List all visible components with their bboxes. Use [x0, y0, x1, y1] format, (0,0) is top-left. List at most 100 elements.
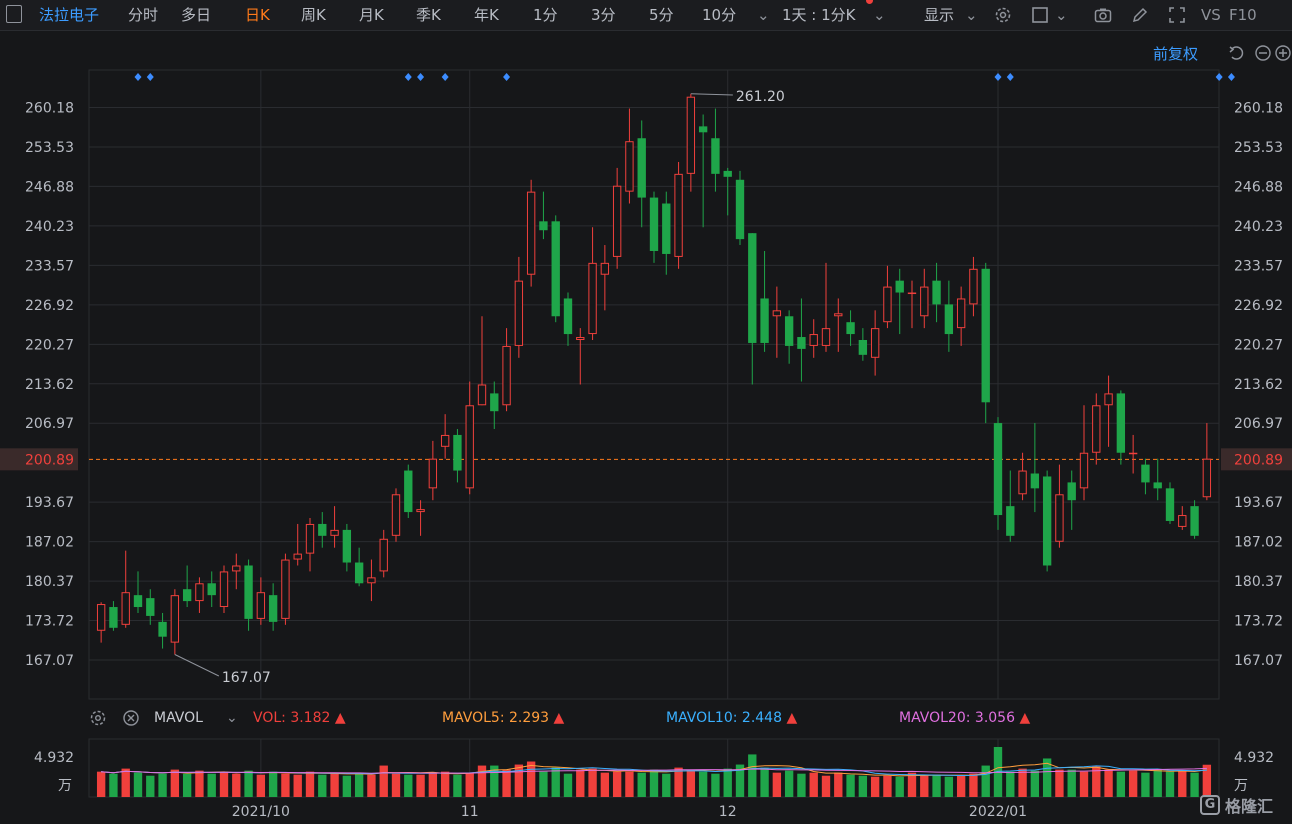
square-icon[interactable] [1031, 6, 1049, 24]
low-annotation-leader [174, 654, 220, 677]
fullscreen-icon[interactable] [1168, 6, 1186, 24]
period-tab-1min[interactable]: 1分 [533, 6, 558, 24]
volume-bar [944, 776, 954, 797]
more-periods-chevron-icon[interactable]: ⌄ [757, 6, 770, 24]
candle-body [686, 96, 696, 174]
candle [735, 170, 745, 246]
interval-chevron-icon[interactable]: ⌄ [873, 6, 886, 24]
candle-body [920, 286, 929, 317]
volume-bar [748, 754, 757, 797]
volume-bar [514, 764, 524, 797]
mavol20-line [101, 767, 1207, 774]
volume-bar [883, 775, 892, 797]
candle [821, 262, 831, 352]
candle [330, 506, 339, 548]
period-tab-jik[interactable]: 季K [416, 6, 441, 24]
indicator-chevron-icon[interactable]: ⌄ [226, 710, 238, 726]
indicator-settings-icon[interactable] [89, 709, 107, 727]
period-tab-rik[interactable]: 日K [245, 6, 270, 24]
candle-body [121, 592, 130, 625]
candle-body [735, 179, 745, 240]
candle [318, 512, 327, 548]
display-menu[interactable]: 显示 [924, 6, 955, 24]
period-tab-niank[interactable]: 年K [474, 6, 499, 24]
period-tab-duori[interactable]: 多日 [181, 6, 212, 24]
x-tick-label: 11 [461, 804, 479, 820]
period-tab-3min[interactable]: 3分 [591, 6, 616, 24]
indicator-close-icon[interactable] [122, 709, 140, 727]
volume-bar [858, 775, 868, 797]
zoom-out-icon[interactable] [1254, 44, 1272, 62]
candle [649, 191, 659, 263]
candle [1067, 470, 1076, 530]
notification-dot [866, 0, 873, 4]
candle [268, 583, 278, 631]
volume-bar [846, 774, 855, 797]
candle [96, 602, 106, 643]
candle-body [870, 328, 880, 358]
square-chevron-icon[interactable]: ⌄ [1055, 6, 1068, 24]
candle-body [146, 598, 155, 616]
candle [809, 319, 818, 358]
sidebar-toggle-icon[interactable] [6, 5, 22, 23]
volume-bar [391, 773, 401, 797]
period-tab-10min[interactable]: 10分 [702, 6, 737, 24]
candle [109, 601, 118, 631]
candle [453, 429, 462, 483]
candle [1116, 390, 1126, 465]
candle-body [625, 141, 634, 192]
y-tick-label-right: 226.92 [1234, 298, 1283, 314]
candle-body [723, 170, 732, 177]
period-tab-yuek[interactable]: 月K [359, 6, 384, 24]
volume-bar [956, 775, 966, 797]
candle [907, 280, 917, 329]
candle [760, 250, 769, 352]
period-tab-zhouk[interactable]: 周K [301, 6, 326, 24]
indicator-name[interactable]: MAVOL [154, 710, 203, 726]
adjust-mode-label[interactable]: 前复权 [1153, 45, 1199, 63]
candle-body [649, 197, 659, 251]
volume-bar [404, 774, 413, 797]
candle [207, 571, 216, 608]
volume-bar [502, 769, 511, 797]
candle [772, 286, 782, 358]
volume-bar [354, 773, 364, 797]
stock-name[interactable]: 法拉电子 [39, 6, 100, 24]
display-chevron-icon[interactable]: ⌄ [965, 6, 978, 24]
candle [944, 280, 954, 352]
y-tick-label-left: 213.62 [25, 377, 74, 393]
event-marker-icon [994, 73, 1002, 81]
volume-axis-unit-left: 万 [58, 778, 72, 794]
camera-icon[interactable] [1094, 6, 1112, 24]
candle-body [883, 286, 892, 323]
current-price-label-left: 200.89 [25, 452, 74, 468]
price-panel-frame [88, 69, 1220, 700]
candle [588, 227, 597, 340]
period-tab-fenshi[interactable]: 分时 [128, 6, 159, 24]
volume-bar [96, 771, 106, 797]
settings-icon[interactable] [994, 6, 1012, 24]
mavol20-value: 3.056 [974, 710, 1015, 726]
candle [784, 310, 794, 364]
vs-compare-button[interactable]: VS [1201, 6, 1221, 24]
volume-bar [440, 771, 450, 797]
pencil-icon[interactable] [1131, 6, 1149, 24]
zoom-in-icon[interactable] [1274, 44, 1292, 62]
candle-body [772, 310, 782, 317]
f10-button[interactable]: F10 [1229, 6, 1257, 24]
candle [170, 589, 180, 655]
y-tick-label-left: 246.88 [25, 179, 74, 195]
period-tab-5min[interactable]: 5分 [649, 6, 674, 24]
candle-body [293, 553, 302, 560]
interval-selector[interactable]: 1天 : 1分K [782, 6, 856, 24]
y-tick-label-left: 240.23 [25, 219, 74, 235]
candle-body [1092, 405, 1101, 453]
reset-icon[interactable] [1228, 44, 1246, 62]
mavol5-value: 2.293 [509, 710, 550, 726]
candle-body [748, 233, 757, 343]
candle-body [674, 173, 683, 257]
candle-body [379, 538, 388, 572]
volume-bar [477, 765, 487, 797]
candle-body [232, 565, 241, 572]
